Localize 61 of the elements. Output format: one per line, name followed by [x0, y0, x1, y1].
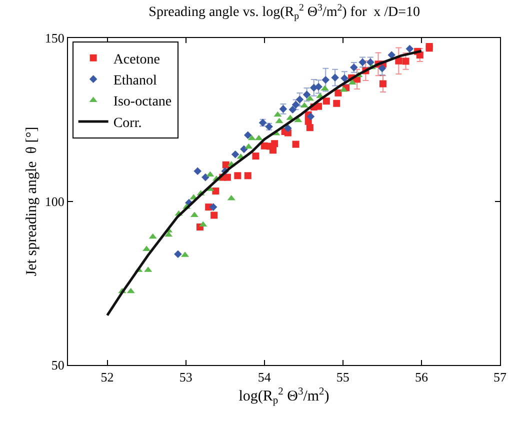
point — [126, 288, 135, 294]
point — [334, 89, 342, 96]
point — [202, 173, 210, 182]
point — [194, 167, 202, 175]
point — [331, 74, 339, 82]
x-tick-label: 56 — [414, 370, 428, 385]
point — [284, 124, 292, 132]
point — [292, 140, 300, 148]
point — [333, 100, 340, 107]
point — [164, 231, 173, 237]
point — [240, 145, 248, 154]
point — [252, 152, 260, 160]
point — [322, 76, 330, 84]
point — [288, 106, 297, 114]
point — [210, 212, 218, 219]
chart-title: Spreading angle vs. log(R$_{p}$$^{2}$ Θ$^{3}$/m$^{2}$) for x /D=10 — [148, 2, 420, 22]
y-tick-label: 100 — [44, 194, 64, 210]
point — [340, 86, 348, 92]
point — [379, 80, 386, 88]
point — [395, 57, 402, 64]
point — [426, 44, 433, 52]
point — [388, 51, 396, 59]
point — [148, 233, 157, 239]
point — [310, 84, 318, 92]
legend-label: Ethanol — [113, 74, 157, 89]
point — [348, 79, 356, 85]
point — [306, 124, 314, 132]
point — [212, 188, 220, 195]
point — [260, 142, 268, 150]
point — [406, 44, 414, 53]
point — [322, 98, 330, 105]
point — [402, 58, 410, 65]
y-tick-label: 50 — [51, 358, 64, 373]
y-tick-label: 150 — [44, 30, 64, 46]
point — [274, 111, 282, 117]
y-axis-title: Jet spreading angle θ [°] — [24, 126, 40, 276]
point — [254, 134, 263, 140]
x-tick-label: 55 — [336, 370, 350, 385]
point — [231, 150, 240, 158]
point — [296, 96, 304, 104]
point — [244, 131, 252, 140]
x-axis-title: log(R$_{p}$$^{2}$ Θ$^{3}$/m$^{2}$) — [238, 386, 330, 407]
point — [209, 203, 218, 211]
x-tick-label: 57 — [494, 370, 507, 385]
point — [248, 134, 256, 140]
legend-label: Acetone — [113, 52, 160, 68]
x-tick-label: 54 — [258, 370, 272, 385]
point — [306, 112, 315, 120]
point — [174, 250, 182, 258]
point — [244, 143, 253, 149]
point — [378, 64, 386, 72]
point — [340, 74, 348, 82]
point — [244, 172, 252, 180]
point — [234, 172, 242, 180]
legend-label: Iso-octane — [113, 94, 172, 110]
x-tick-label: 53 — [179, 370, 192, 385]
x-tick-label: 52 — [100, 370, 114, 385]
legend-label: Corr. — [113, 116, 142, 131]
point — [275, 118, 284, 124]
point — [302, 90, 311, 98]
point — [306, 95, 314, 101]
